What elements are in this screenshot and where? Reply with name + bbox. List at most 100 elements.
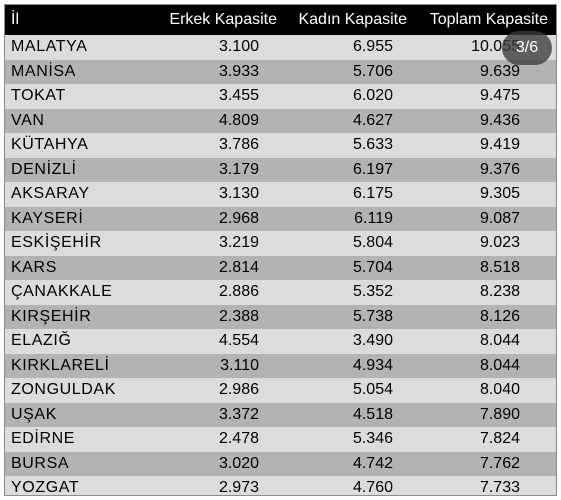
cell-toplam: 9.023: [479, 234, 520, 252]
cell-toplam: 7.890: [479, 405, 520, 423]
cell-il: KIRKLARELİ: [11, 356, 110, 374]
table-row: MALATYA 3.100 6.955 10.055: [5, 35, 556, 60]
cell-il: KIRŞEHİR: [11, 307, 92, 325]
cell-erkek: 3.179: [218, 160, 259, 178]
cell-kadin: 6.119: [354, 209, 393, 227]
cell-erkek: 3.933: [218, 62, 259, 80]
table-row: UŞAK 3.372 4.518 7.890: [5, 402, 556, 427]
cell-erkek: 2.986: [218, 381, 259, 399]
cell-toplam: 9.436: [479, 111, 520, 129]
cell-kadin: 5.704: [352, 258, 393, 276]
cell-il: ZONGULDAK: [11, 381, 116, 399]
cell-il: ELAZIĞ: [11, 332, 72, 350]
table-body: MALATYA 3.100 6.955 10.055 MANİSA 3.933 5.706 9…: [5, 35, 556, 496]
cell-erkek: 4.554: [218, 332, 259, 350]
table-row: KÜTAHYA 3.786 5.633 9.419: [5, 133, 556, 158]
cell-kadin: 6.955: [352, 38, 393, 56]
header-il: İl: [11, 11, 19, 28]
cell-erkek: 3.372: [218, 405, 259, 423]
table-row: AKSARAY 3.130 6.175 9.305: [5, 182, 556, 207]
cell-il: KAYSERİ: [11, 209, 84, 227]
cell-toplam: 8.040: [479, 381, 520, 399]
cell-kadin: 5.706: [352, 62, 393, 80]
cell-erkek: 2.388: [218, 307, 259, 325]
cell-toplam: 8.518: [479, 258, 520, 276]
cell-toplam: 9.305: [479, 185, 520, 203]
cell-kadin: 4.760: [352, 479, 393, 496]
cell-kadin: 5.804: [352, 234, 393, 252]
table-row: DENİZLİ 3.179 6.197 9.376: [5, 157, 556, 182]
cell-erkek: 3.130: [218, 185, 259, 203]
header-kadin-kapasite: Kadın Kapasite: [298, 11, 407, 28]
cell-il: DENİZLİ: [11, 160, 77, 178]
cell-erkek: 3.786: [218, 136, 259, 154]
cell-kadin: 5.633: [352, 136, 393, 154]
cell-kadin: 4.934: [352, 356, 393, 374]
cell-il: AKSARAY: [11, 185, 90, 203]
table-row: TOKAT 3.455 6.020 9.475: [5, 84, 556, 109]
table-row: ÇANAKKALE 2.886 5.352 8.238: [5, 280, 556, 305]
cell-kadin: 5.738: [352, 307, 393, 325]
cell-il: ÇANAKKALE: [11, 283, 113, 301]
table-row: KARS 2.814 5.704 8.518: [5, 255, 556, 280]
table-row: MANİSA 3.933 5.706 9.639: [5, 59, 556, 84]
image-viewer: İl Erkek Kapasite Kadın Kapasite Toplam …: [4, 4, 557, 496]
cell-il: MALATYA: [11, 38, 88, 56]
header-erkek-kapasite: Erkek Kapasite: [169, 11, 277, 28]
cell-kadin: 6.175: [352, 185, 393, 203]
table-header: İl Erkek Kapasite Kadın Kapasite Toplam …: [5, 5, 556, 35]
cell-il: UŞAK: [11, 405, 57, 423]
cell-toplam: 7.733: [479, 479, 520, 496]
cell-il: EDİRNE: [11, 430, 76, 448]
table-row: BURSA 3.020 4.742 7.762: [5, 451, 556, 476]
cell-toplam: 8.238: [479, 283, 520, 301]
cell-toplam: 7.824: [479, 430, 520, 448]
cell-erkek: 2.478: [218, 430, 259, 448]
cell-toplam: 8.126: [479, 307, 520, 325]
cell-toplam: 9.087: [479, 209, 520, 227]
cell-toplam: 9.639: [479, 62, 520, 80]
cell-toplam: 9.419: [479, 136, 520, 154]
cell-toplam: 9.376: [479, 160, 520, 178]
cell-il: ESKİŞEHİR: [11, 234, 102, 252]
cell-il: YOZGAT: [11, 479, 80, 496]
page-counter-badge[interactable]: 3/6: [502, 31, 552, 65]
cell-kadin: 4.742: [352, 454, 393, 472]
table-row: KIRKLARELİ 3.110 4.934 8.044: [5, 353, 556, 378]
table-row: ZONGULDAK 2.986 5.054 8.040: [5, 378, 556, 403]
cell-erkek: 3.219: [218, 234, 259, 252]
cell-toplam: 8.044: [479, 356, 520, 374]
capacity-table: İl Erkek Kapasite Kadın Kapasite Toplam …: [5, 5, 556, 496]
table-row: ESKİŞEHİR 3.219 5.804 9.023: [5, 231, 556, 256]
table-row: VAN 4.809 4.627 9.436: [5, 108, 556, 133]
cell-il: KÜTAHYA: [11, 136, 89, 154]
cell-kadin: 4.627: [352, 111, 393, 129]
cell-toplam: 8.044: [479, 332, 520, 350]
cell-il: VAN: [11, 111, 45, 129]
cell-toplam: 7.762: [479, 454, 520, 472]
cell-kadin: 6.197: [352, 160, 393, 178]
cell-erkek: 2.886: [218, 283, 259, 301]
cell-erkek: 3.020: [218, 454, 259, 472]
cell-kadin: 4.518: [352, 405, 393, 423]
cell-kadin: 5.352: [352, 283, 393, 301]
header-toplam-kapasite: Toplam Kapasite: [429, 11, 548, 28]
cell-il: KARS: [11, 258, 57, 276]
cell-il: MANİSA: [11, 62, 76, 80]
cell-kadin: 5.346: [352, 430, 393, 448]
table-row: YOZGAT 2.973 4.760 7.733: [5, 476, 556, 496]
cell-il: TOKAT: [11, 87, 66, 105]
cell-kadin: 3.490: [352, 332, 393, 350]
cell-erkek: 2.814: [218, 258, 259, 276]
table-row: KIRŞEHİR 2.388 5.738 8.126: [5, 304, 556, 329]
cell-kadin: 5.054: [352, 381, 393, 399]
cell-erkek: 2.973: [218, 479, 259, 496]
table-row: KAYSERİ 2.968 6.119 9.087: [5, 206, 556, 231]
cell-erkek: 3.455: [218, 87, 259, 105]
cell-erkek: 2.968: [218, 209, 259, 227]
table-row: ELAZIĞ 4.554 3.490 8.044: [5, 329, 556, 354]
cell-erkek: 3.110: [220, 356, 259, 374]
cell-kadin: 6.020: [352, 87, 393, 105]
cell-erkek: 3.100: [218, 38, 259, 56]
cell-erkek: 4.809: [218, 111, 259, 129]
